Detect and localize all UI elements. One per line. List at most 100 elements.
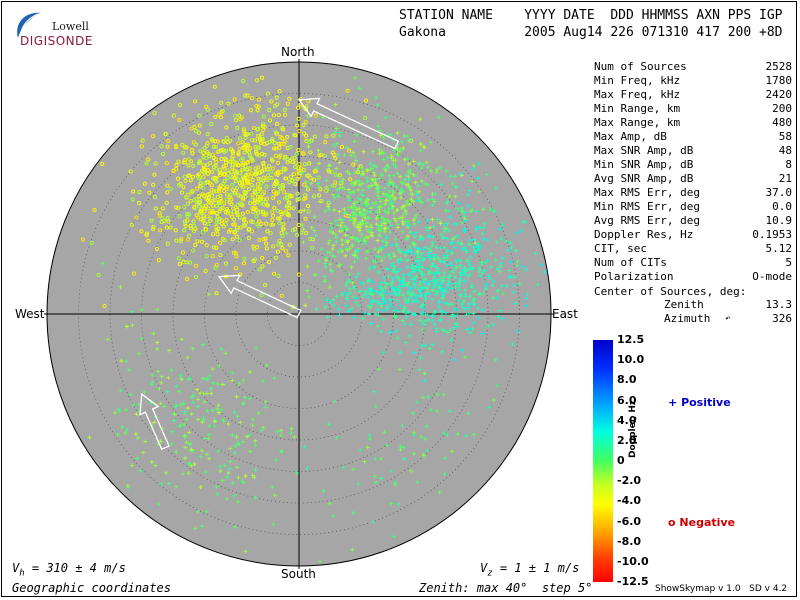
- source-point-negative: [298, 209, 303, 214]
- source-point-positive: [335, 193, 340, 198]
- source-point-positive: [405, 265, 410, 270]
- source-point-negative: [212, 84, 217, 89]
- source-point-positive: [371, 170, 376, 175]
- source-point-positive: [351, 467, 356, 472]
- source-point-positive: [391, 190, 396, 195]
- source-point-positive: [453, 174, 457, 179]
- source-point-positive: [395, 335, 400, 340]
- source-point-positive: [338, 223, 343, 228]
- source-point-positive: [403, 177, 408, 182]
- source-point-positive: [440, 349, 445, 354]
- source-point-negative: [249, 229, 254, 234]
- source-point-negative: [351, 162, 356, 167]
- source-point-negative: [293, 182, 298, 187]
- source-point-positive: [346, 238, 351, 243]
- source-point-positive: [500, 316, 505, 321]
- source-point-positive: [424, 225, 429, 230]
- stat-row: Num of Sources 2528: [594, 60, 792, 74]
- source-point-positive: [358, 289, 363, 294]
- source-point-negative: [185, 211, 190, 216]
- source-point-negative: [283, 112, 288, 117]
- source-point-positive: [423, 277, 428, 281]
- source-point-positive: [477, 266, 482, 271]
- source-point-positive: [481, 207, 486, 212]
- source-point-positive: [254, 346, 259, 351]
- source-point-negative: [237, 136, 242, 141]
- source-point-negative: [278, 184, 283, 189]
- source-point-negative: [279, 136, 285, 141]
- source-point-negative: [256, 189, 261, 194]
- source-point-positive: [387, 202, 392, 207]
- source-point-positive: [332, 195, 337, 200]
- source-point-positive: [509, 260, 514, 265]
- source-point-negative: [276, 112, 281, 118]
- source-point-positive: [356, 187, 360, 192]
- source-point-negative: [221, 139, 226, 144]
- source-point-positive: [459, 273, 464, 278]
- source-point-positive: [403, 219, 408, 224]
- source-point-positive: [500, 223, 505, 227]
- legend-negative-label: Negative: [679, 516, 736, 529]
- source-point-positive: [438, 259, 443, 263]
- source-point-negative: [233, 266, 239, 271]
- source-point-positive: [230, 370, 235, 375]
- source-point-positive: [448, 215, 453, 220]
- source-point-negative: [206, 222, 211, 227]
- source-point-negative: [188, 178, 193, 183]
- source-point-positive: [434, 170, 439, 175]
- source-point-positive: [454, 185, 459, 190]
- source-point-negative: [281, 222, 286, 227]
- source-point-positive: [373, 457, 378, 462]
- source-point-positive: [472, 302, 477, 307]
- source-point-positive: [395, 298, 400, 303]
- source-point-positive: [400, 140, 405, 144]
- colorbar-tick-label: 12.5: [617, 333, 645, 346]
- source-point-negative: [184, 195, 189, 200]
- source-point-positive: [204, 452, 209, 457]
- source-point-positive: [450, 251, 455, 256]
- source-point-positive: [464, 312, 469, 317]
- source-point-positive: [202, 436, 207, 441]
- source-point-positive: [252, 475, 257, 480]
- source-point-negative: [230, 237, 235, 242]
- source-point-positive: [443, 208, 448, 213]
- source-point-positive: [333, 102, 338, 107]
- source-point-negative: [228, 159, 233, 164]
- source-point-positive: [351, 150, 356, 155]
- source-point-positive: [382, 217, 386, 222]
- source-point-positive: [411, 199, 416, 204]
- colorbar-tick-label: 0: [617, 454, 625, 467]
- source-point-negative: [224, 186, 229, 191]
- source-point-negative: [271, 146, 277, 151]
- source-point-negative: [131, 189, 136, 194]
- source-point-negative: [217, 216, 222, 221]
- source-point-negative: [253, 166, 258, 171]
- source-point-positive: [272, 493, 277, 498]
- source-point-negative: [286, 253, 291, 258]
- source-point-positive: [407, 333, 412, 338]
- source-point-positive: [436, 267, 441, 272]
- source-point-positive: [340, 218, 345, 222]
- source-point-positive: [228, 459, 233, 464]
- source-point-positive: [411, 265, 416, 270]
- source-point-positive: [467, 327, 472, 331]
- source-point-positive: [419, 179, 424, 183]
- source-point-negative: [296, 148, 301, 153]
- source-point-positive: [243, 474, 248, 478]
- source-point-negative: [268, 231, 273, 236]
- source-point-positive: [403, 209, 408, 214]
- source-point-positive: [391, 251, 395, 256]
- source-point-positive: [215, 492, 220, 497]
- source-point-positive: [498, 227, 503, 232]
- source-point-positive: [420, 320, 425, 325]
- source-point-negative: [245, 210, 250, 215]
- stat-label: Max Amp, dB: [594, 130, 667, 143]
- source-point-positive: [399, 279, 404, 284]
- source-point-positive: [186, 471, 191, 476]
- source-point-negative: [225, 192, 230, 197]
- source-point-positive: [358, 182, 363, 187]
- source-point-positive: [399, 188, 404, 193]
- source-point-negative: [238, 225, 243, 230]
- source-point-positive: [354, 133, 359, 137]
- source-point-positive: [457, 279, 462, 284]
